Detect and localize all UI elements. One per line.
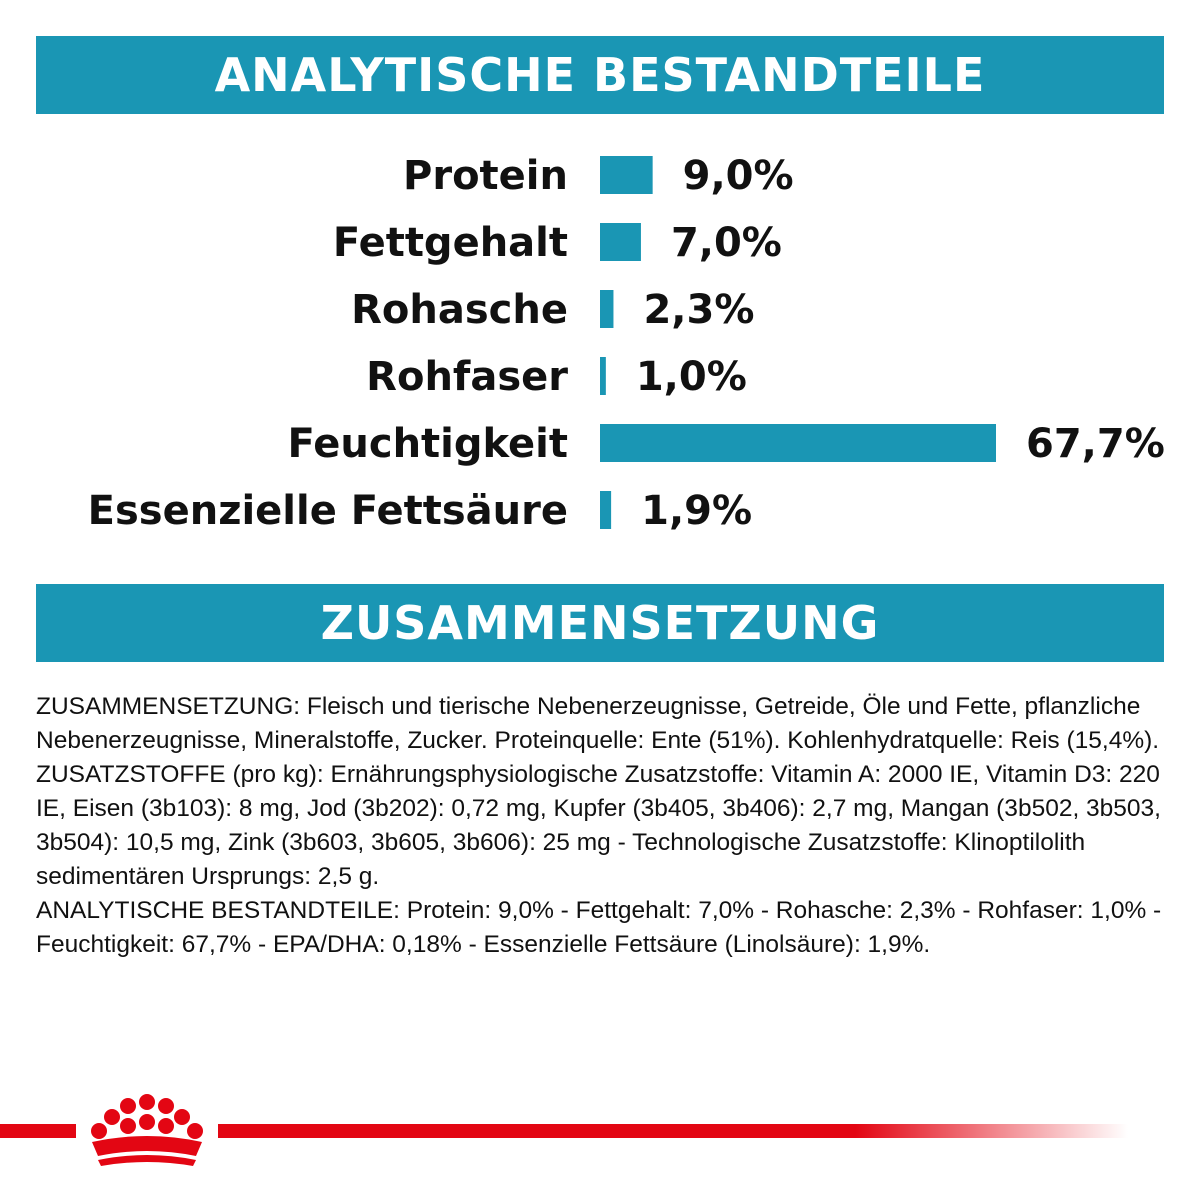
composition-section-header: ZUSAMMENSETZUNG	[36, 584, 1164, 662]
value-label-rohfaser: 1,0%	[636, 354, 747, 400]
analytic-paragraph: ANALYTISCHE BESTANDTEILE: Protein: 9,0% …	[36, 897, 1162, 958]
royal-canin-crown-logo-icon	[91, 1094, 203, 1166]
composition-text: ZUSAMMENSETZUNG: Fleisch und tierische N…	[36, 690, 1164, 962]
category-label-essenzielle-fetts-ure: Essenzielle Fettsäure	[88, 488, 568, 534]
bar-fettgehalt	[600, 223, 641, 261]
additives-paragraph: ZUSATZSTOFFE (pro kg): Ernährungsphysiol…	[36, 761, 1161, 890]
value-label-feuchtigkeit: 67,7%	[1026, 421, 1165, 467]
value-label-protein: 9,0%	[683, 153, 794, 199]
value-label-essenzielle-fetts-ure: 1,9%	[641, 488, 752, 534]
brand-line-left	[0, 1124, 76, 1138]
value-label-rohasche: 2,3%	[643, 287, 754, 333]
category-label-rohfaser: Rohfaser	[366, 354, 568, 400]
value-label-fettgehalt: 7,0%	[671, 220, 782, 266]
bar-rohfaser	[600, 357, 606, 395]
analytic-section-title: ANALYTISCHE BESTANDTEILE	[214, 48, 986, 102]
category-label-fettgehalt: Fettgehalt	[333, 220, 568, 266]
analytic-bar-chart: Protein 9,0% Fettgehalt 7,0% Rohasche 2,3% Roh…	[88, 153, 1165, 534]
analytic-section-header: ANALYTISCHE BESTANDTEILE	[36, 36, 1164, 114]
category-label-rohasche: Rohasche	[351, 287, 568, 333]
category-label-protein: Protein	[403, 153, 568, 199]
brand-line-right	[218, 1124, 1128, 1138]
category-label-feuchtigkeit: Feuchtigkeit	[288, 421, 568, 467]
footer-brand-strip	[0, 1094, 1128, 1166]
bar-feuchtigkeit	[600, 424, 996, 462]
composition-section-title: ZUSAMMENSETZUNG	[320, 596, 880, 650]
bar-rohasche	[600, 290, 614, 328]
composition-paragraph: ZUSAMMENSETZUNG: Fleisch und tierische N…	[36, 693, 1160, 754]
bar-protein	[600, 156, 653, 194]
bar-essenzielle-fetts-ure	[600, 491, 612, 529]
